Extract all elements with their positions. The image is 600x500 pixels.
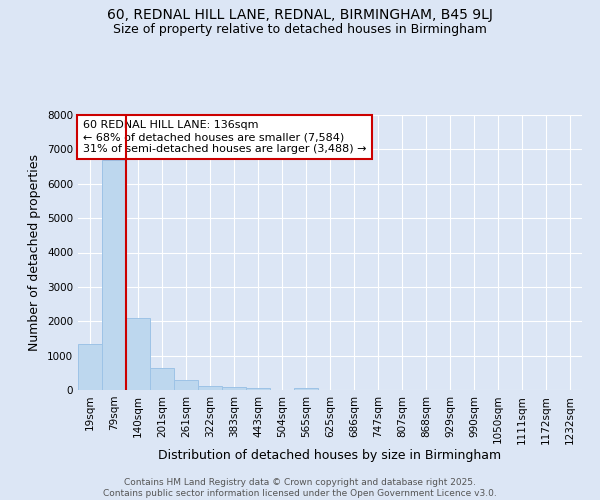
Bar — [126, 318, 150, 390]
Text: 60, REDNAL HILL LANE, REDNAL, BIRMINGHAM, B45 9LJ: 60, REDNAL HILL LANE, REDNAL, BIRMINGHAM… — [107, 8, 493, 22]
Text: Contains HM Land Registry data © Crown copyright and database right 2025.
Contai: Contains HM Land Registry data © Crown c… — [103, 478, 497, 498]
Bar — [222, 388, 246, 390]
Bar — [198, 386, 222, 390]
Text: Size of property relative to detached houses in Birmingham: Size of property relative to detached ho… — [113, 22, 487, 36]
Bar — [246, 388, 270, 390]
X-axis label: Distribution of detached houses by size in Birmingham: Distribution of detached houses by size … — [158, 449, 502, 462]
Bar — [294, 388, 318, 390]
Text: 60 REDNAL HILL LANE: 136sqm
← 68% of detached houses are smaller (7,584)
31% of : 60 REDNAL HILL LANE: 136sqm ← 68% of det… — [83, 120, 367, 154]
Bar — [78, 344, 102, 390]
Bar — [150, 368, 174, 390]
Y-axis label: Number of detached properties: Number of detached properties — [28, 154, 41, 351]
Bar — [102, 160, 126, 390]
Bar — [174, 380, 198, 390]
